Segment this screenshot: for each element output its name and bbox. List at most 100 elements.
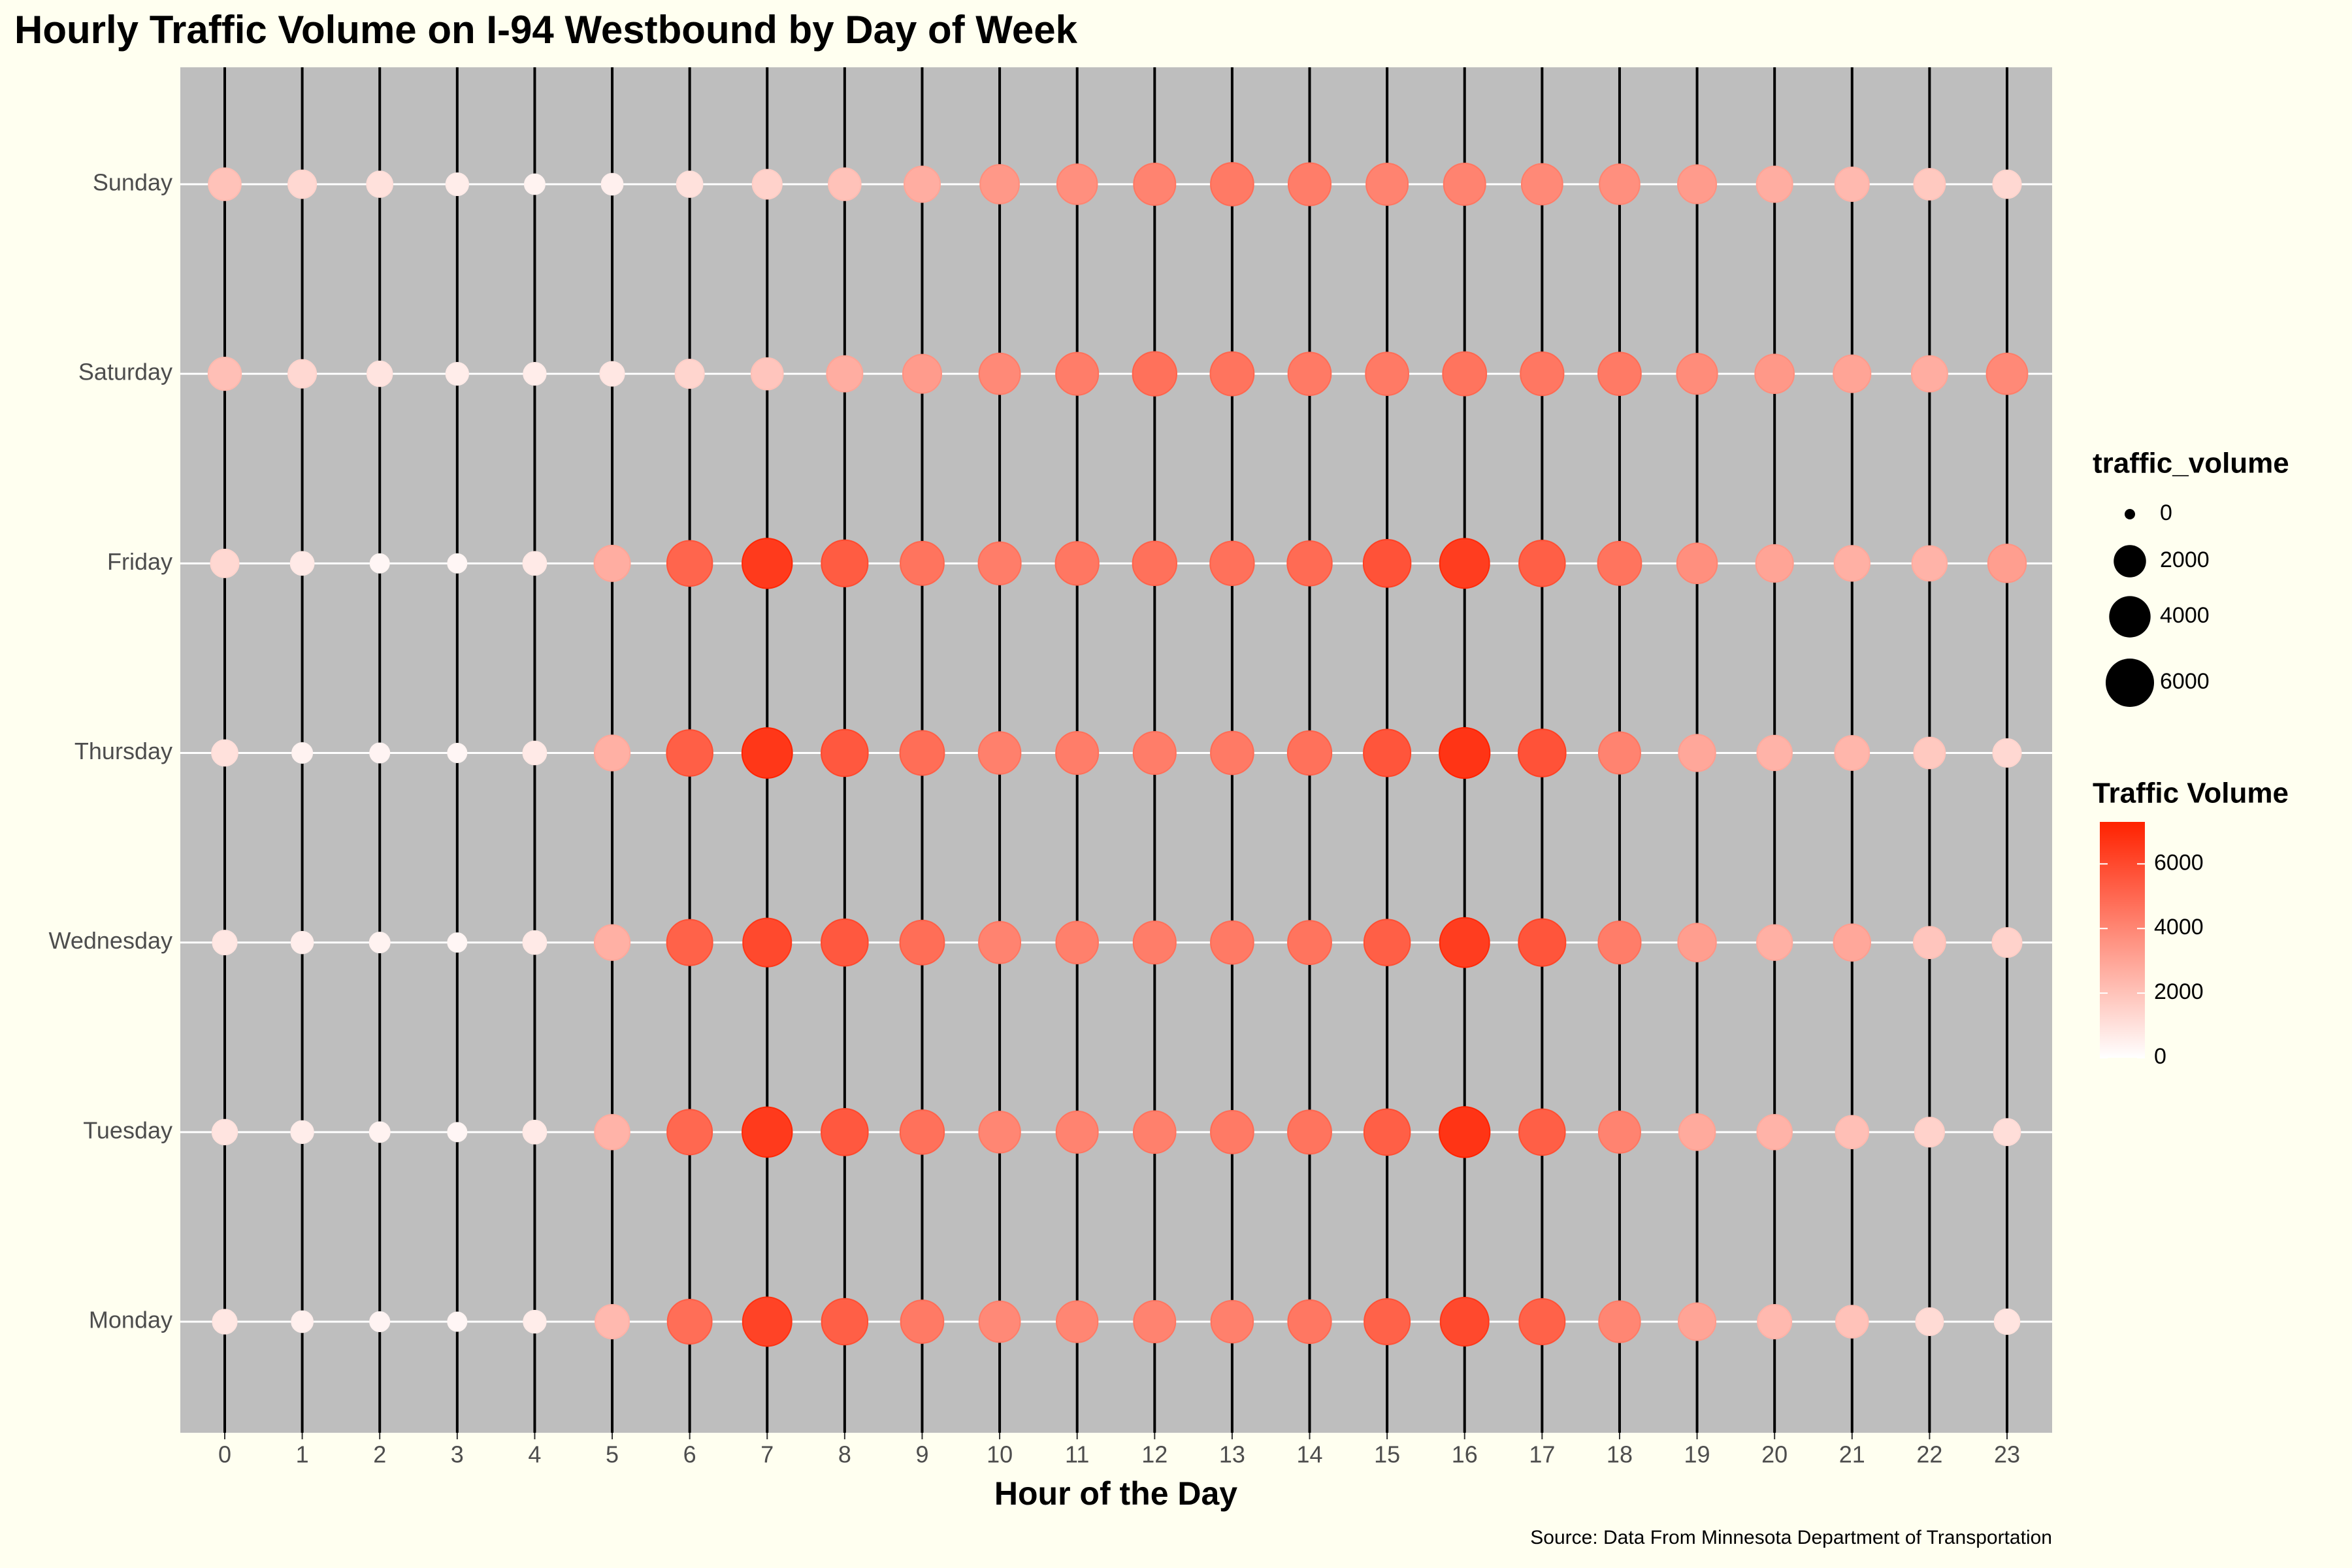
bubble <box>1835 1115 1869 1149</box>
plot-panel <box>180 67 2052 1433</box>
bubble <box>1518 540 1566 587</box>
bubble <box>742 1106 793 1158</box>
bubble <box>1677 164 1718 204</box>
x-tick-label: 17 <box>1529 1441 1555 1468</box>
bubble <box>523 361 547 386</box>
x-tick-label: 10 <box>987 1441 1013 1468</box>
bubble <box>1132 730 1177 776</box>
bubble <box>369 742 391 764</box>
bubble <box>212 1309 238 1335</box>
x-tick-label: 9 <box>915 1441 928 1468</box>
bubble <box>826 355 864 393</box>
bubble <box>1520 163 1563 206</box>
bubble <box>289 551 315 576</box>
bubble <box>1834 735 1870 771</box>
bubble <box>821 1298 869 1346</box>
bubble <box>1756 734 1793 772</box>
bubble <box>366 360 393 387</box>
x-tick-label: 19 <box>1684 1441 1710 1468</box>
bubble <box>522 930 547 955</box>
bubble <box>1678 1113 1716 1151</box>
bubble <box>1913 926 1946 959</box>
bubble <box>751 169 783 200</box>
bubble <box>821 539 869 587</box>
bubble <box>1287 920 1332 966</box>
bubble <box>600 172 624 196</box>
x-tick-label: 3 <box>451 1441 464 1468</box>
chart-title: Hourly Traffic Volume on I-94 Westbound … <box>14 8 1078 52</box>
bubble <box>1209 351 1255 397</box>
bubbles <box>207 162 2029 1347</box>
colorbar-label: 4000 <box>2154 915 2204 939</box>
bubble <box>1363 919 1411 966</box>
bubble <box>1518 1298 1566 1346</box>
bubble <box>666 729 713 777</box>
bubble <box>899 1109 945 1155</box>
bubble <box>1365 163 1409 206</box>
bubble <box>1055 730 1100 776</box>
bubble <box>1757 1304 1793 1339</box>
bubble <box>1915 1307 1944 1336</box>
bubble <box>1132 540 1177 587</box>
bubble <box>1210 920 1254 965</box>
bubble <box>1676 542 1718 585</box>
bubble <box>291 1310 314 1333</box>
bubble <box>742 538 793 589</box>
bubble <box>741 727 793 779</box>
bubble <box>1597 351 1642 397</box>
size-legend-label: 4000 <box>2160 603 2210 628</box>
bubble <box>1992 738 2022 768</box>
bubble <box>1210 162 1254 206</box>
bubble <box>900 1299 945 1344</box>
x-tick-label: 22 <box>1916 1441 1942 1468</box>
bubble <box>1910 355 1948 393</box>
x-tick-label: 5 <box>606 1441 619 1468</box>
y-tick-label: Thursday <box>74 738 172 764</box>
bubble <box>821 1108 869 1156</box>
bubble <box>1439 917 1490 968</box>
bubble <box>368 1121 391 1143</box>
bubble <box>599 361 625 387</box>
x-tick-label: 20 <box>1761 1441 1788 1468</box>
x-tick-label: 2 <box>373 1441 386 1468</box>
bubble <box>1363 1108 1411 1156</box>
bubble <box>1055 1110 1099 1154</box>
bubble <box>1133 1110 1177 1154</box>
bubble <box>1365 351 1409 397</box>
bubble <box>1914 1117 1945 1148</box>
bubble <box>821 728 869 777</box>
bubble <box>522 551 547 576</box>
bubble <box>369 553 390 574</box>
x-tick-label: 0 <box>218 1441 231 1468</box>
bubble <box>821 918 869 967</box>
bubble <box>595 1304 630 1339</box>
bubble <box>1597 921 1642 965</box>
bubble <box>979 164 1020 204</box>
bubble <box>899 919 945 966</box>
bubble <box>977 731 1022 775</box>
bubble <box>666 1109 713 1156</box>
x-tick-label: 4 <box>528 1441 541 1468</box>
size-legend-key <box>2109 596 2151 638</box>
bubble <box>828 167 862 201</box>
bubble <box>1210 1299 1254 1344</box>
x-tick-label: 16 <box>1452 1441 1478 1468</box>
bubble <box>1442 351 1488 397</box>
bubble <box>291 742 314 764</box>
bubble <box>1133 1300 1177 1343</box>
size-legend-key <box>2114 545 2146 578</box>
y-tick-label: Tuesday <box>83 1117 172 1143</box>
bubble <box>593 734 631 772</box>
bubble <box>1598 1300 1641 1343</box>
bubble <box>904 165 941 203</box>
x-tick-label: 15 <box>1374 1441 1400 1468</box>
color-legend-title: Traffic Volume <box>2093 777 2289 809</box>
bubble <box>1518 918 1567 967</box>
bubble <box>1439 1106 1491 1158</box>
bubble <box>1056 1300 1099 1343</box>
x-tick-label: 12 <box>1141 1441 1168 1468</box>
bubble <box>1287 1299 1332 1345</box>
bubble <box>1364 1298 1411 1346</box>
bubble <box>978 921 1022 964</box>
bubble <box>447 932 468 953</box>
